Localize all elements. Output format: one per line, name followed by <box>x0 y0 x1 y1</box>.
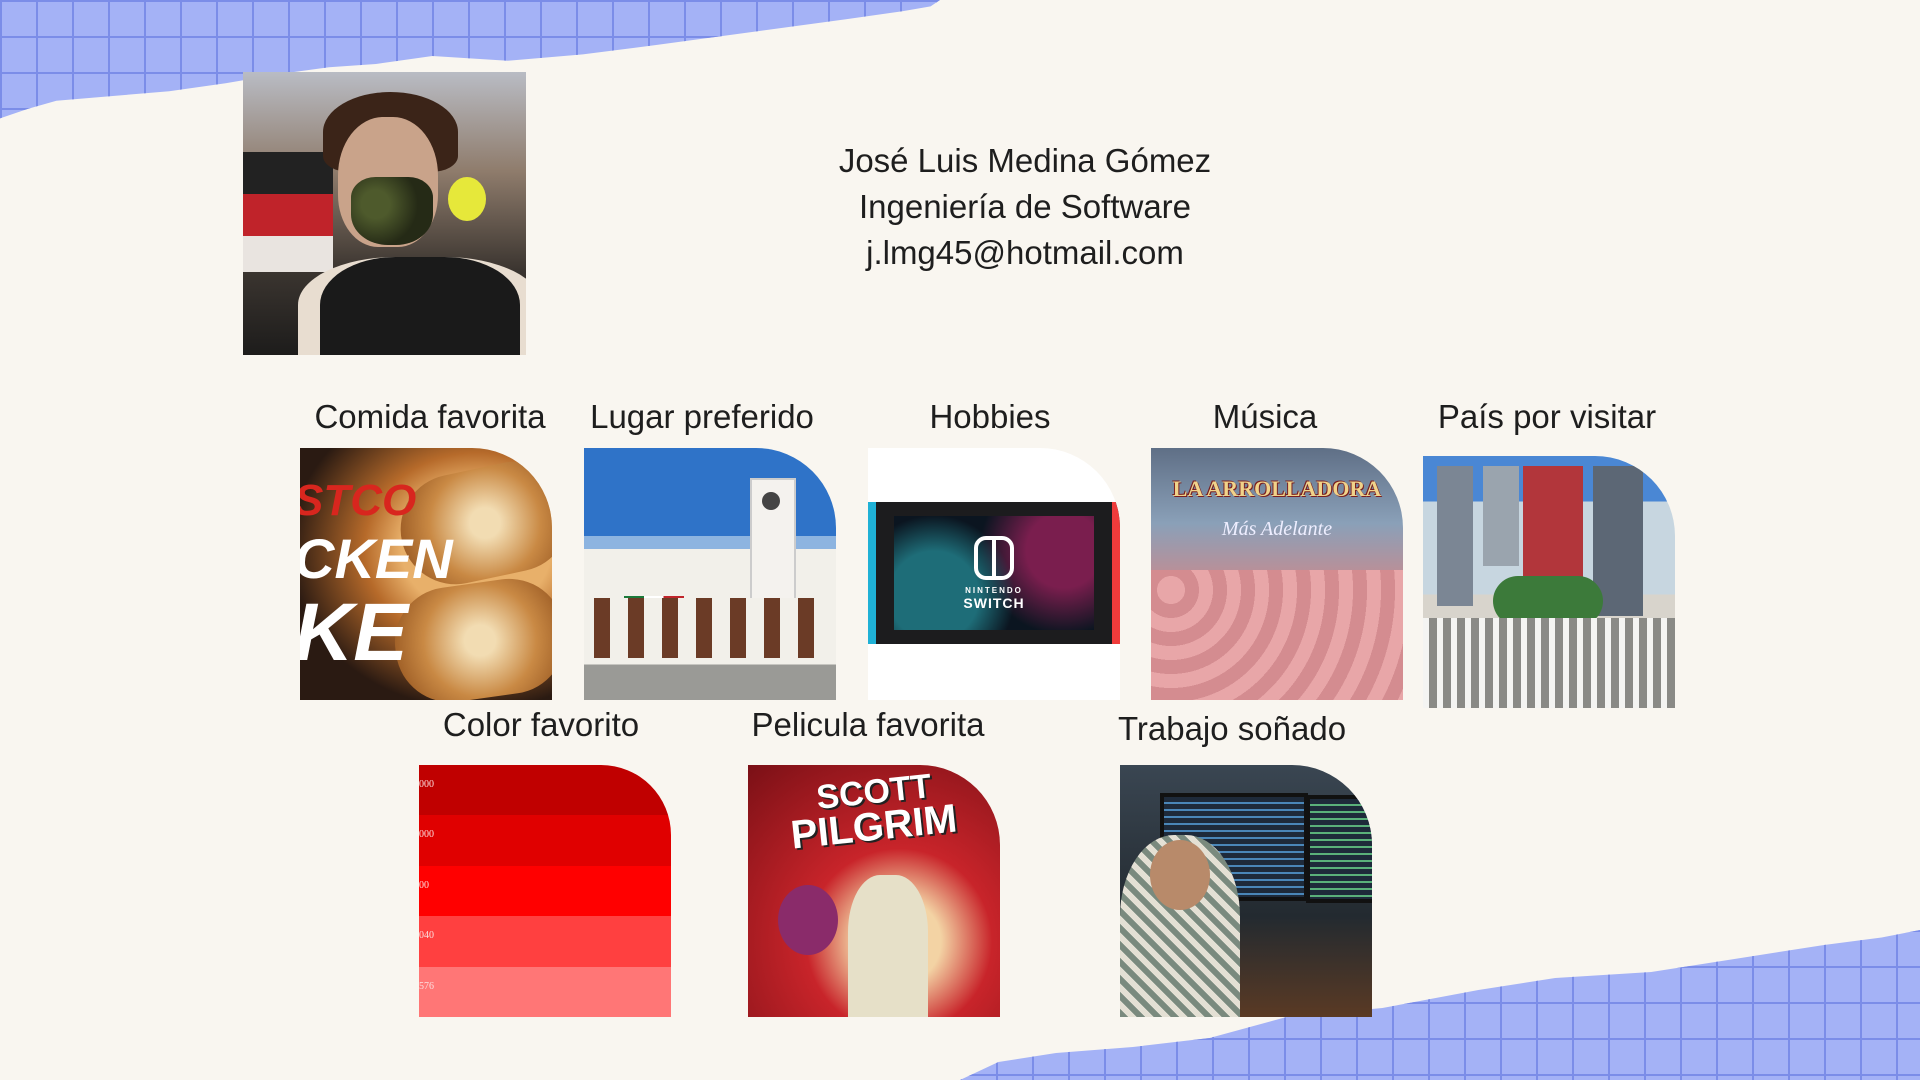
movie-poster-image: SCOTT PILGRIM <box>748 765 1000 1017</box>
label-hobbies: Hobbies <box>929 398 1051 435</box>
building <box>1437 466 1473 606</box>
character-ramona <box>778 885 838 955</box>
color-swatch: 00 <box>419 865 671 917</box>
brand-line-1: NINTENDO <box>965 586 1023 595</box>
building <box>1523 466 1583 586</box>
jacket <box>298 257 526 355</box>
food-text-3: KE <box>300 587 408 678</box>
switch-screen: NINTENDO SWITCH <box>894 516 1094 630</box>
food-text-2: CKEN <box>300 527 453 590</box>
job-image <box>1120 765 1372 1017</box>
swatch-code: 576 <box>419 980 434 992</box>
place-image <box>584 448 836 700</box>
clock-tower <box>750 478 796 602</box>
hobbies-image: NINTENDO SWITCH <box>868 448 1120 700</box>
building <box>1593 466 1643 616</box>
color-swatch: 000 <box>419 815 671 866</box>
album-title: Más Adelante <box>1221 518 1333 540</box>
music-image: LA ARROLLADORA Más Adelante <box>1151 448 1403 700</box>
food-image: STCO CKEN KE <box>300 448 552 700</box>
switch-brand: NINTENDO SWITCH <box>894 586 1094 611</box>
color-swatch: 000 <box>419 765 671 816</box>
switch-logo-icon <box>974 536 1014 580</box>
grid-paper-bottom-decoration <box>960 930 1920 1080</box>
swatch-code: 040 <box>419 930 434 942</box>
label-country: País por visitar <box>1437 398 1657 435</box>
label-place: Lugar preferido <box>590 398 814 435</box>
color-swatch: 040 <box>419 916 671 967</box>
building-arches <box>594 598 824 658</box>
street-crossing <box>1423 618 1675 708</box>
label-movie: Pelicula favorita <box>751 706 985 743</box>
monitor-right <box>1306 795 1372 903</box>
building <box>1483 466 1519 566</box>
profile-info: José Luis Medina Gómez Ingeniería de Sof… <box>700 138 1350 276</box>
brand-line-2: SWITCH <box>963 595 1025 611</box>
profile-name: José Luis Medina Gómez <box>838 142 1212 179</box>
band-title: LA ARROLLADORA <box>1172 476 1382 501</box>
store-background <box>243 152 333 272</box>
label-music: Música <box>1212 398 1318 435</box>
balloon <box>448 177 486 221</box>
swatch-code: 000 <box>419 829 434 841</box>
trees <box>1493 576 1603 626</box>
label-food: Comida favorita <box>314 398 546 435</box>
color-swatch: 576 <box>419 966 671 1017</box>
profile-photo <box>243 72 526 355</box>
color-palette-image: 000 000 00 040 576 <box>419 765 671 1017</box>
switch-console: NINTENDO SWITCH <box>868 502 1120 644</box>
character-scott <box>848 875 928 1017</box>
label-color: Color favorito <box>442 706 640 743</box>
profile-email: j.lmg45@hotmail.com <box>866 234 1184 271</box>
country-image <box>1423 456 1675 708</box>
label-job: Trabajo soñado <box>1117 710 1347 747</box>
swatch-code: 00 <box>419 879 429 891</box>
band-members <box>1151 570 1403 700</box>
food-text-1: STCO <box>300 476 417 525</box>
profile-career: Ingeniería de Software <box>858 188 1192 225</box>
programmer-head <box>1150 840 1210 910</box>
face-mask <box>351 177 433 245</box>
swatch-code: 000 <box>419 779 434 790</box>
